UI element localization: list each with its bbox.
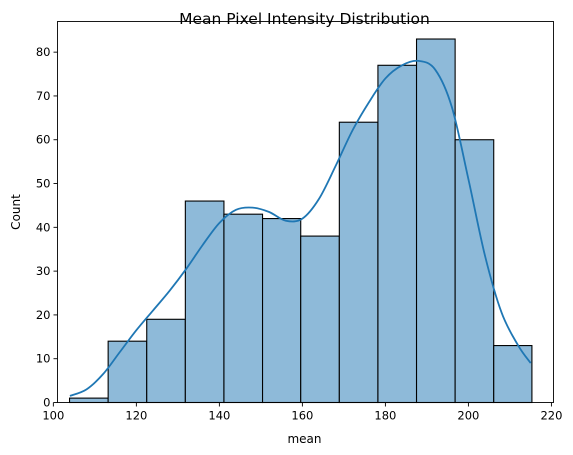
- chart-title: Mean Pixel Intensity Distribution: [179, 10, 430, 28]
- x-tick-label: 100: [42, 409, 64, 423]
- histogram-bar-12: [493, 345, 533, 404]
- y-tick-label: 60: [36, 133, 51, 147]
- histogram-bar-11: [454, 139, 495, 404]
- y-axis-ticks: 0 10 20 30 40 50 60 70 80: [36, 45, 58, 410]
- histogram-bar-2: [107, 340, 148, 404]
- x-tick-label: 220: [540, 409, 562, 423]
- x-tick-label: 180: [374, 409, 396, 423]
- histogram-bar-3: [146, 318, 186, 404]
- x-tick-label: 160: [291, 409, 313, 423]
- y-tick-label: 70: [36, 89, 51, 103]
- plot-frame: [57, 21, 554, 403]
- y-tick-label: 50: [36, 177, 51, 191]
- histogram-bars: [68, 38, 533, 404]
- y-tick-label: 20: [36, 308, 51, 322]
- histogram-bar-9: [377, 64, 418, 404]
- histogram-bar-8: [338, 121, 379, 404]
- histogram-bar-7: [300, 235, 340, 404]
- y-tick-label: 10: [36, 352, 51, 366]
- histogram-bar-4: [184, 200, 225, 404]
- x-axis-label: mean: [287, 432, 321, 446]
- histogram-bar-5: [223, 213, 264, 404]
- x-axis-ticks: 100 120 140 160 180 200 220: [42, 402, 562, 423]
- x-tick-label: 120: [125, 409, 147, 423]
- y-axis-label: Count: [9, 194, 23, 230]
- histogram-bar-6: [261, 218, 302, 404]
- kde-curve: [69, 59, 532, 397]
- y-tick-label: 40: [36, 220, 51, 234]
- histogram-bar-1: [68, 397, 109, 404]
- y-tick-label: 0: [43, 396, 50, 410]
- y-tick-label: 30: [36, 264, 51, 278]
- y-tick-label: 80: [36, 45, 51, 59]
- x-tick-label: 140: [208, 409, 230, 423]
- histogram-bar-10: [415, 38, 456, 404]
- x-tick-label: 200: [457, 409, 479, 423]
